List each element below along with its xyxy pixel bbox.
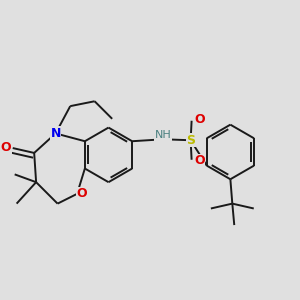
Text: O: O bbox=[1, 141, 11, 154]
Text: O: O bbox=[194, 154, 205, 167]
Text: O: O bbox=[194, 113, 205, 126]
Text: O: O bbox=[76, 188, 87, 200]
Text: S: S bbox=[186, 134, 195, 147]
Text: NH: NH bbox=[155, 130, 172, 140]
Text: N: N bbox=[50, 127, 61, 140]
